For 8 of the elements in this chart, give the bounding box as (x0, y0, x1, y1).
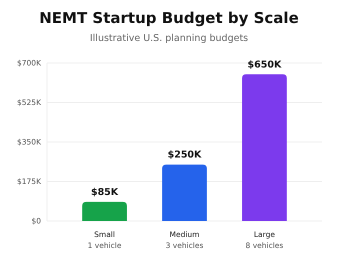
data-label: $250K (168, 150, 202, 161)
chart-subtitle: Illustrative U.S. planning budgets (90, 33, 248, 44)
data-label: $650K (248, 59, 282, 70)
bar (82, 202, 127, 221)
bar (242, 74, 287, 221)
data-label: $85K (90, 186, 119, 198)
chart-title: NEMT Startup Budget by Scale (39, 9, 299, 27)
bar (162, 164, 207, 221)
